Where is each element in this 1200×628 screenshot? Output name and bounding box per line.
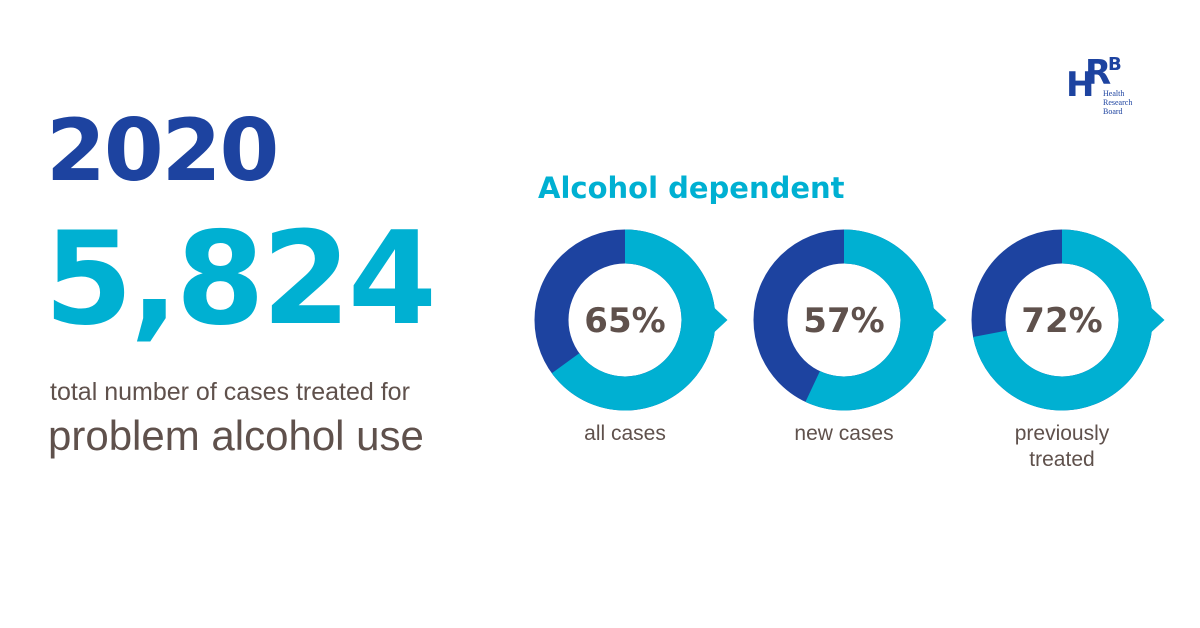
donut-value: 72% bbox=[1021, 301, 1102, 341]
donut-segment bbox=[805, 229, 935, 411]
donut-label: all cases bbox=[584, 422, 666, 445]
logo: H R B Health Research Board bbox=[1066, 53, 1132, 116]
caption: problem alcohol use bbox=[48, 412, 424, 459]
logo-letter: R bbox=[1085, 53, 1111, 93]
donut-value: 65% bbox=[584, 301, 665, 341]
pointer bbox=[933, 308, 947, 332]
pointer bbox=[1151, 308, 1165, 332]
donut-chart: 57% bbox=[753, 229, 947, 411]
logo-text: Health bbox=[1103, 89, 1124, 98]
logo-letter: H bbox=[1066, 65, 1094, 105]
logo-letter: B bbox=[1108, 54, 1122, 75]
caption: total number of cases treated for bbox=[50, 378, 410, 406]
donut-segment bbox=[551, 229, 716, 411]
donut-label: previously treated bbox=[1014, 422, 1110, 471]
year: 2020 bbox=[46, 101, 279, 201]
donut-label: new cases bbox=[794, 422, 894, 445]
logo-text: Board bbox=[1103, 107, 1123, 116]
donut-chart: 65% bbox=[534, 229, 728, 411]
logo-text: Research bbox=[1103, 98, 1132, 107]
pointer bbox=[714, 308, 728, 332]
heading: Alcohol dependent bbox=[538, 171, 845, 205]
donut-value: 57% bbox=[803, 301, 884, 341]
donut-chart: 72% bbox=[971, 229, 1165, 411]
total-cases: 5,824 bbox=[44, 205, 437, 354]
donut-segment bbox=[973, 229, 1153, 411]
